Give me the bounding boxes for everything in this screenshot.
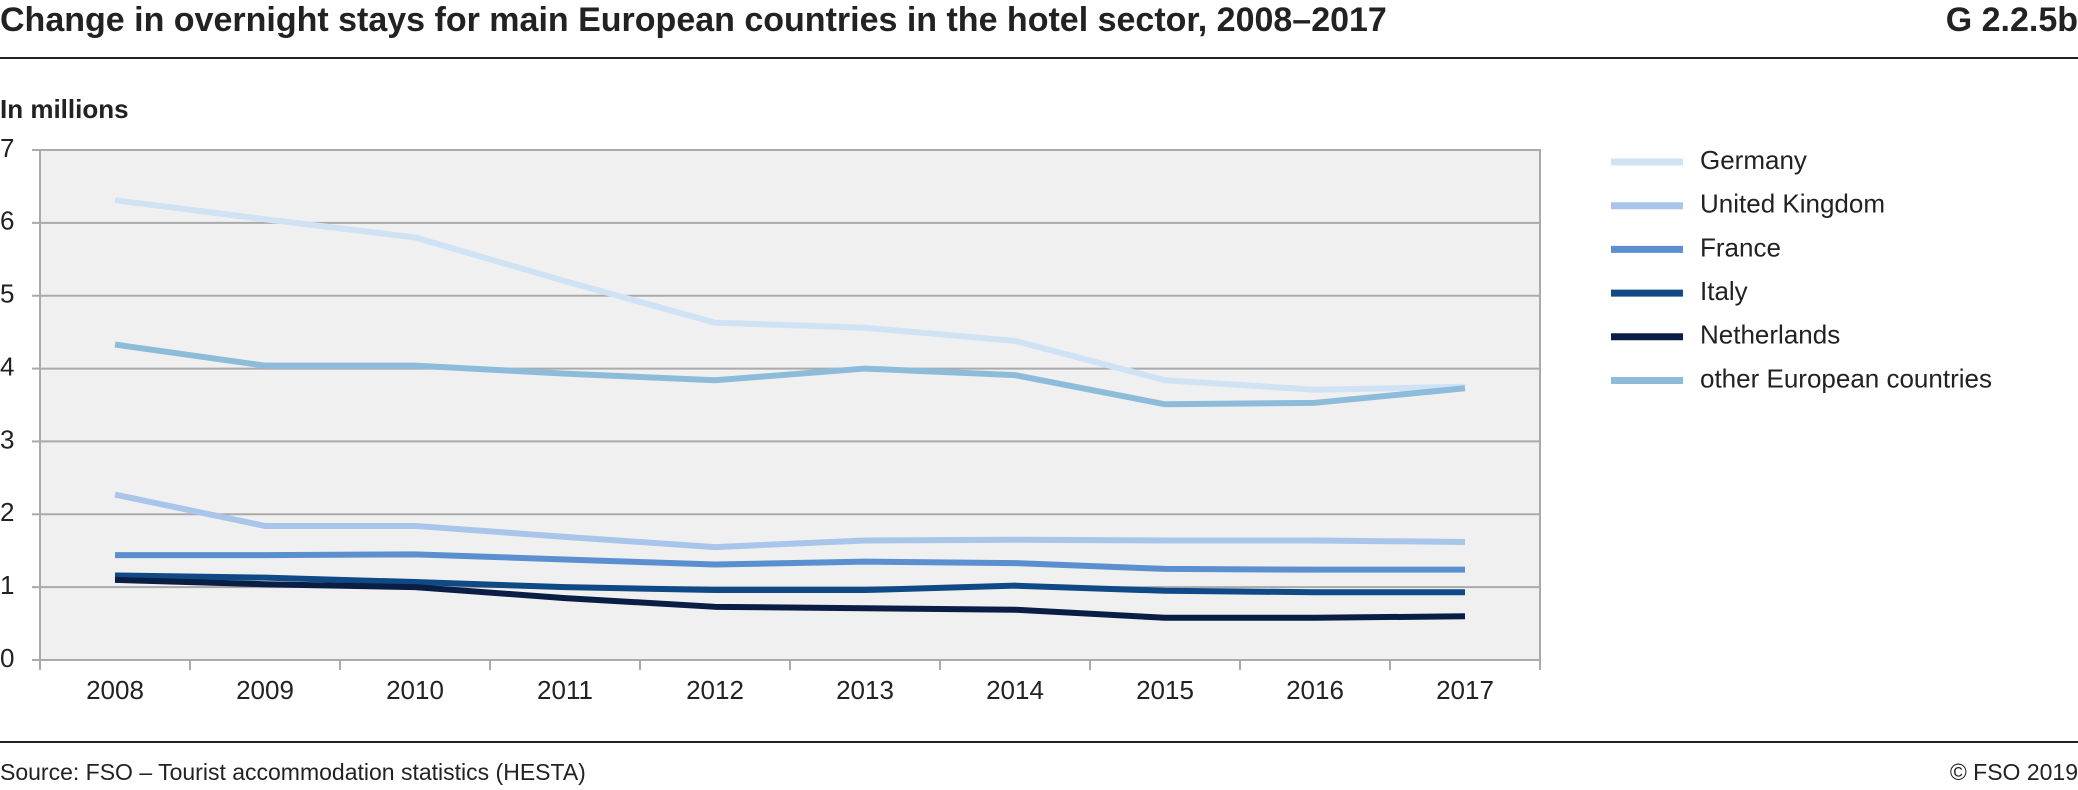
- x-tick-label: 2010: [386, 675, 444, 705]
- series-line: [114, 491, 1466, 551]
- y-tick-label: 6: [0, 206, 14, 236]
- y-tick-label: 4: [0, 351, 14, 381]
- x-tick-label: 2013: [836, 675, 894, 705]
- x-tick-label: 2014: [986, 675, 1044, 705]
- y-axis-label: In millions: [0, 94, 129, 124]
- x-tick-label: 2016: [1286, 675, 1344, 705]
- legend-label: Netherlands: [1700, 320, 1840, 350]
- x-tick-label: 2009: [236, 675, 294, 705]
- y-tick-label: 5: [0, 279, 14, 309]
- series-line: [115, 551, 1465, 573]
- y-tick-label: 3: [0, 424, 14, 454]
- legend-label: France: [1700, 232, 1781, 262]
- y-tick-label: 1: [0, 570, 14, 600]
- legend-label: United Kingdom: [1700, 189, 1885, 219]
- series-line: [114, 576, 1466, 621]
- chart-title: Change in overnight stays for main Europ…: [0, 1, 1387, 39]
- x-tick-label: 2015: [1136, 675, 1194, 705]
- y-tick-label: 2: [0, 497, 14, 527]
- x-tick-label: 2012: [686, 675, 744, 705]
- legend-label: Germany: [1700, 145, 1807, 175]
- figure-id: G 2.2.5b: [1946, 1, 2078, 39]
- x-tick-label: 2017: [1436, 675, 1494, 705]
- source: Source: FSO – Tourist accommodation stat…: [0, 759, 586, 785]
- x-tick-label: 2011: [537, 675, 593, 705]
- x-tick-label: 2008: [86, 675, 144, 705]
- series-line: [114, 341, 1466, 408]
- series-line: [114, 197, 1466, 393]
- y-tick-label: 0: [0, 643, 14, 673]
- copyright: © FSO 2019: [1950, 759, 2078, 785]
- y-tick-label: 7: [0, 133, 14, 163]
- series-line: [114, 572, 1465, 596]
- legend-label: other European countries: [1700, 363, 1992, 393]
- legend-label: Italy: [1700, 276, 1748, 306]
